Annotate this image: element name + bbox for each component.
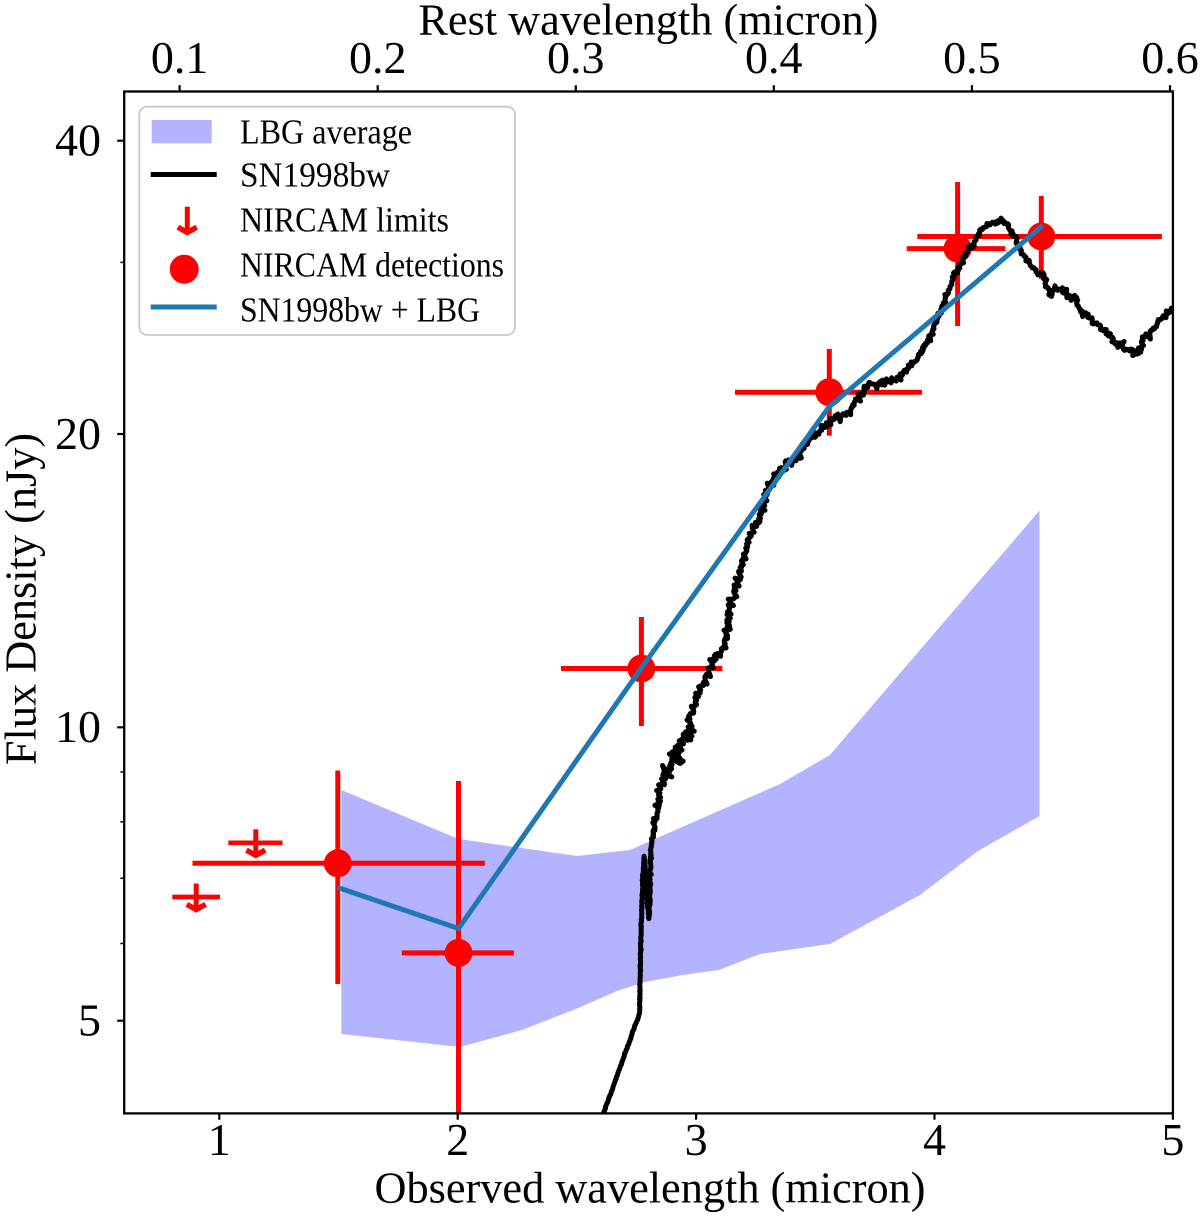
svg-text:3: 3: [685, 1114, 708, 1165]
svg-text:Observed wavelength (micron): Observed wavelength (micron): [374, 1164, 925, 1213]
svg-text:1: 1: [208, 1114, 231, 1165]
svg-text:NIRCAM limits: NIRCAM limits: [240, 202, 449, 240]
svg-text:Flux Density (nJy): Flux Density (nJy): [0, 433, 45, 765]
svg-text:5: 5: [1161, 1114, 1184, 1165]
svg-text:0.1: 0.1: [151, 32, 209, 83]
svg-text:NIRCAM detections: NIRCAM detections: [240, 247, 504, 285]
svg-text:0.6: 0.6: [1141, 32, 1199, 83]
svg-text:LBG average: LBG average: [240, 114, 412, 152]
svg-text:SN1998bw + LBG: SN1998bw + LBG: [240, 292, 480, 330]
svg-text:4: 4: [923, 1114, 946, 1165]
svg-text:0.5: 0.5: [943, 32, 1001, 83]
svg-text:SN1998bw: SN1998bw: [240, 157, 390, 195]
svg-text:Rest wavelength (micron): Rest wavelength (micron): [418, 0, 878, 44]
svg-text:10: 10: [55, 701, 101, 752]
svg-text:2: 2: [446, 1114, 469, 1165]
svg-text:5: 5: [78, 995, 101, 1046]
svg-text:0.2: 0.2: [349, 32, 407, 83]
svg-text:20: 20: [55, 408, 101, 459]
svg-text:0.3: 0.3: [547, 32, 605, 83]
svg-text:0.4: 0.4: [745, 32, 803, 83]
svg-text:40: 40: [55, 115, 101, 166]
